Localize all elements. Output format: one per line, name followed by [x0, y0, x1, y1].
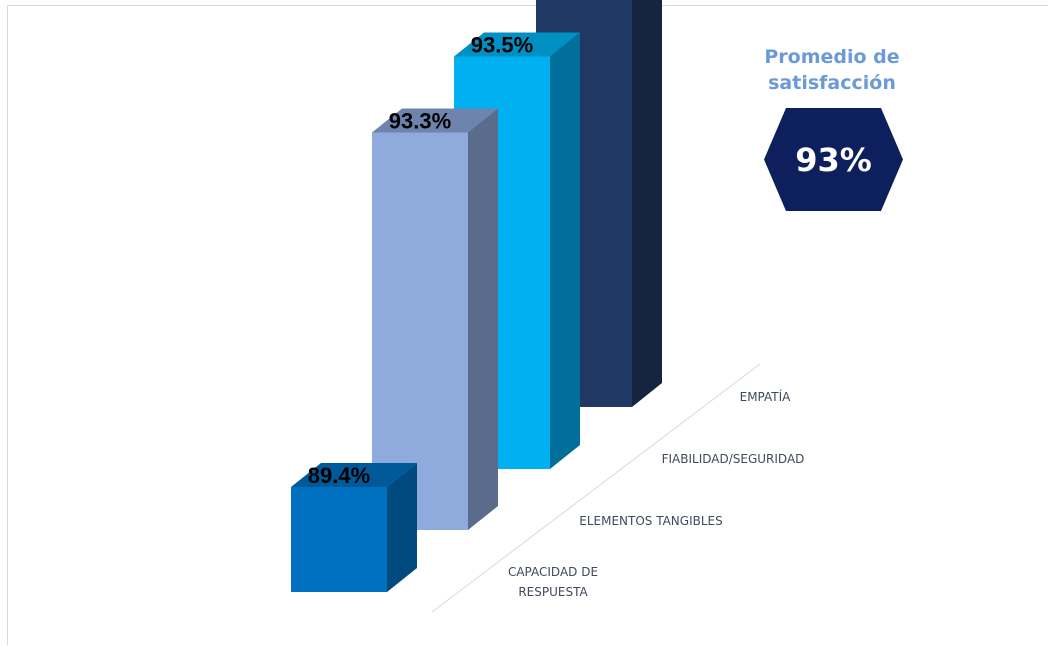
bar-front-face [372, 132, 468, 530]
category-label-line: ELEMENTOS TANGIBLES [579, 514, 723, 528]
bar-top-face [291, 463, 417, 487]
category-label: EMPATÍA [740, 389, 792, 404]
bar-1 [291, 463, 417, 592]
average-title: Promedio de satisfacción [764, 46, 900, 94]
category-label-line: EMPATÍA [740, 389, 792, 404]
chart-frame [7, 5, 1048, 645]
bar-front-face [291, 487, 387, 592]
bar-2 [372, 108, 498, 530]
bar-side-face [550, 32, 580, 469]
category-labels-layer: CAPACIDAD DE RESPUESTA ELEMENTOS TANGIBLES… [508, 389, 804, 599]
value-label: 93.5% [471, 33, 533, 58]
category-label: CAPACIDAD DE RESPUESTA [508, 565, 598, 599]
bars-layer [291, 0, 662, 592]
category-label-line: RESPUESTA [518, 585, 588, 599]
bar-top-face [372, 108, 498, 133]
bar-side-face [632, 0, 662, 407]
labels-layer: 94.2%93.5%93.3%89.4% [308, 33, 533, 489]
value-label: 89.4% [308, 463, 370, 488]
bar-top-face [454, 32, 580, 57]
floor-axis-line [431, 363, 761, 613]
category-label: FIABILIDAD/SEGURIDAD [662, 452, 805, 466]
average-value: 93% [795, 140, 872, 179]
category-label-line: FIABILIDAD/SEGURIDAD [662, 452, 805, 466]
bar-side-face [468, 108, 498, 530]
average-hexagon-icon [764, 108, 903, 211]
value-label: 93.3% [389, 109, 451, 134]
bar-side-face [387, 463, 417, 592]
category-label-line: CAPACIDAD DE [508, 565, 598, 579]
category-label: ELEMENTOS TANGIBLES [579, 514, 723, 528]
